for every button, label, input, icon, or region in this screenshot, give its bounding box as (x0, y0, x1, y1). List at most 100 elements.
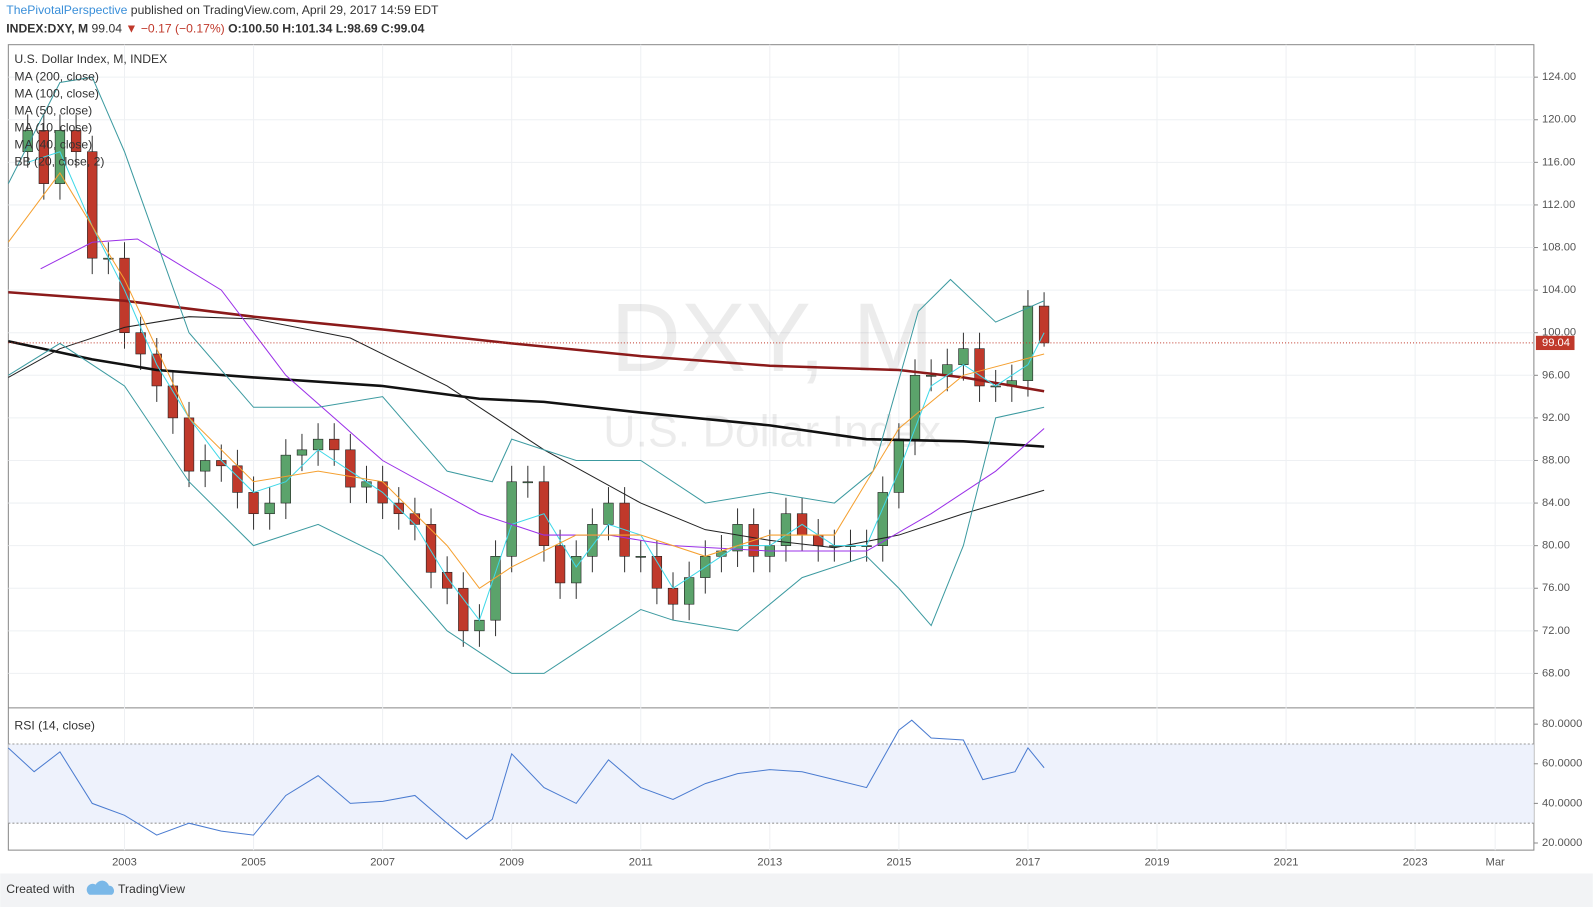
candle-body (926, 374, 937, 377)
published: published on TradingView.com, April 29, … (131, 3, 439, 17)
candle-body (474, 619, 485, 632)
candle-body (54, 130, 66, 184)
candle-body (813, 534, 824, 546)
x-tick-label: 2023 (1403, 856, 1428, 868)
ohlc: O:100.50 H:101.34 L:98.69 C:99.04 (228, 22, 424, 36)
change: ▼ −0.17 (−0.17%) (125, 22, 224, 36)
line-series (7, 76, 1045, 504)
candle-body (280, 454, 291, 504)
x-tick-label: 2017 (1016, 856, 1041, 868)
legend-entry: MA (100, close) (14, 86, 99, 100)
candle-body (974, 348, 985, 387)
candle-body (603, 502, 614, 525)
plot: 2003 2005 2007 2009 2011 2013 2015 2017 2019 2021… (7, 44, 1582, 868)
y-tick-label: 80.0000 (1542, 718, 1582, 730)
y-tick-label: 40.0000 (1542, 797, 1582, 809)
candle-body (312, 438, 324, 451)
x-tick-label: 2005 (241, 856, 266, 868)
candle-body (183, 417, 195, 472)
legend-entry: BB (20, close, 2) (14, 155, 104, 169)
y-tick-label: 116.00 (1542, 156, 1575, 168)
y-tick-label: 76.00 (1542, 582, 1570, 594)
y-tick-label: 100.00 (1542, 327, 1576, 339)
x-tick-label: 2009 (499, 856, 524, 868)
y-tick-label: 68.00 (1542, 667, 1570, 679)
y-tick-label: 124.00 (1542, 71, 1576, 83)
candle-body (296, 449, 308, 456)
legend-entry: MA (40, close) (14, 138, 92, 152)
x-tick-label: Mar (1486, 856, 1505, 868)
line-series (27, 151, 1045, 622)
candle-body (554, 545, 566, 584)
x-tick-label: 2015 (886, 856, 911, 868)
candle-body (167, 385, 179, 419)
line-series (8, 290, 1045, 393)
legend-entry: MA (50, close) (14, 104, 92, 118)
x-tick-label: 2019 (1145, 856, 1170, 868)
line-series (8, 342, 1045, 674)
candle-body (200, 460, 211, 472)
candle-body (958, 348, 969, 365)
symbol-line: INDEX:DXY, M 99.04 ▼ −0.17 (−0.17%) O:10… (6, 22, 424, 36)
line-series (40, 238, 1045, 552)
y-tick-label: 20.0000 (1542, 837, 1582, 849)
logo (86, 880, 114, 895)
x-tick-label: 2011 (629, 856, 653, 868)
y-tick-label: 108.00 (1542, 241, 1576, 253)
y-tick-label: 88.00 (1542, 454, 1570, 466)
candle-body (22, 130, 33, 153)
candle-body (119, 257, 130, 334)
candle-body (506, 481, 517, 557)
author[interactable]: ThePivotalPerspective (6, 3, 127, 17)
candle-body (651, 556, 663, 589)
footer-brand[interactable]: TradingView (118, 882, 185, 896)
candle-body (264, 502, 275, 515)
candle-body (635, 556, 646, 558)
publish-line: ThePivotalPerspective published on Tradi… (6, 3, 439, 17)
chart-title: RSI (14, close) (14, 718, 95, 732)
y-tick-label: 92.00 (1542, 412, 1570, 424)
chart-title: U.S. Dollar Index, M, INDEX (14, 52, 167, 66)
candle-body (732, 524, 743, 552)
candle-body (70, 130, 82, 153)
y-tick-label: 96.00 (1542, 369, 1570, 381)
y-tick-label: 120.00 (1542, 114, 1576, 126)
candle-body (684, 577, 695, 605)
candle-body (248, 492, 259, 515)
footer-created: Created with (6, 882, 74, 896)
candle-body (329, 438, 340, 451)
candle-body (458, 587, 469, 632)
last-price-label: 99.04 (1542, 337, 1570, 349)
candle-body (893, 438, 905, 493)
symbol: INDEX:DXY, M (6, 22, 88, 36)
candle-body (942, 364, 953, 376)
candle-body (1022, 305, 1034, 381)
line-series (7, 719, 1045, 840)
chart-frame (7, 44, 1535, 851)
x-tick-label: 2003 (112, 856, 137, 868)
line-series (7, 172, 1045, 589)
line-series (8, 340, 1045, 448)
x-tick-label: 2021 (1274, 856, 1299, 868)
candle-body (442, 571, 453, 589)
candle-body (1038, 305, 1050, 344)
candle-body (409, 513, 421, 525)
candle-body (780, 513, 792, 546)
watermark: DXY, M (610, 283, 933, 392)
candle-body (571, 556, 582, 584)
y-tick-label: 80.00 (1542, 540, 1570, 552)
last: 99.04 (92, 22, 123, 36)
y-tick-label: 84.00 (1542, 497, 1570, 509)
candle-body (87, 151, 98, 259)
footer-bar (0, 873, 1593, 907)
x-tick-label: 2013 (757, 856, 782, 868)
y-tick-label: 104.00 (1542, 284, 1576, 296)
candle-body (522, 481, 533, 484)
candle-body (425, 524, 437, 573)
last-price-tag (1535, 335, 1575, 351)
legend-entry: MA (10, close) (14, 121, 92, 135)
rsi-band (8, 743, 1534, 824)
y-tick-label: 72.00 (1542, 625, 1570, 637)
legend-entry: MA (200, close) (14, 69, 99, 83)
